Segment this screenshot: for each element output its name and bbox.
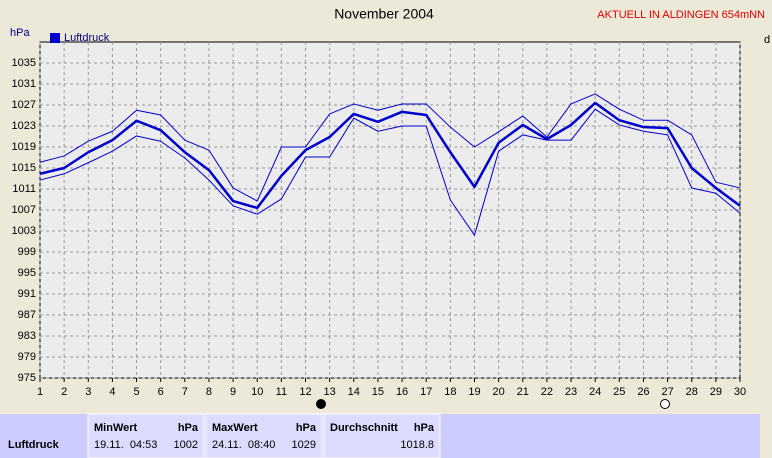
x-tick-label: 5 <box>133 386 139 398</box>
y-axis-label: hPa <box>10 27 30 39</box>
y-tick-label: 1011 <box>12 183 36 195</box>
new-moon-icon <box>316 399 326 409</box>
right-axis-label: d <box>764 34 770 46</box>
x-tick-label: 25 <box>613 386 625 398</box>
x-tick-label: 19 <box>468 386 480 398</box>
y-tick-label: 1003 <box>12 225 36 237</box>
y-tick-label: 1035 <box>12 57 36 69</box>
y-tick-label: 1015 <box>12 162 36 174</box>
y-tick-label: 979 <box>18 351 36 363</box>
x-tick-label: 24 <box>589 386 601 398</box>
series-line <box>39 93 741 202</box>
x-tick-label: 8 <box>206 386 212 398</box>
y-tick-label: 1019 <box>12 141 36 153</box>
table-cell-text: 19.11. 04:53 <box>94 439 157 451</box>
y-tick-label: 987 <box>18 309 36 321</box>
table-header: hPa <box>414 422 435 434</box>
y-tick-label: 995 <box>18 267 36 279</box>
full-moon-icon <box>660 399 670 409</box>
x-tick-label: 9 <box>230 386 236 398</box>
y-tick-label: 1007 <box>12 204 36 216</box>
table-cell-text: 1002 <box>174 439 198 451</box>
x-tick-label: 1 <box>37 386 43 398</box>
y-tick-label: 975 <box>18 372 36 384</box>
x-tick-label: 27 <box>661 386 673 398</box>
x-tick-label: 14 <box>348 386 360 398</box>
row-label: Luftdruck <box>8 439 60 451</box>
x-tick-label: 10 <box>251 386 263 398</box>
x-tick-label: 7 <box>182 386 188 398</box>
x-tick-label: 29 <box>710 386 722 398</box>
table-cell-text: 24.11. 08:40 <box>212 439 275 451</box>
legend-swatch <box>50 33 60 43</box>
table-cell <box>87 413 205 458</box>
station-note: AKTUELL IN ALDINGEN 654mNN <box>597 9 765 21</box>
x-tick-label: 30 <box>734 386 746 398</box>
series-line <box>39 101 741 210</box>
y-tick-label: 1023 <box>12 120 36 132</box>
x-tick-label: 16 <box>396 386 408 398</box>
x-tick-label: 4 <box>109 386 115 398</box>
x-tick-label: 17 <box>420 386 432 398</box>
y-tick-label: 999 <box>18 246 36 258</box>
x-tick-label: 20 <box>492 386 504 398</box>
x-tick-label: 3 <box>85 386 91 398</box>
x-tick-label: 15 <box>372 386 384 398</box>
stats-table: MinWert hPa MaxWert hPa Durchschnitt hPa… <box>0 413 760 458</box>
y-tick-label: 991 <box>18 288 36 300</box>
x-tick-label: 11 <box>276 386 287 398</box>
x-tick-label: 13 <box>324 386 336 398</box>
table-cell <box>205 413 323 458</box>
y-tick-label: 983 <box>18 330 36 342</box>
series-line <box>39 108 741 236</box>
x-tick-label: 23 <box>565 386 577 398</box>
chart-title: November 2004 <box>334 6 434 22</box>
table-header: hPa <box>296 422 317 434</box>
table-cell-text: 1018.8 <box>400 439 434 451</box>
x-tick-label: 6 <box>158 386 164 398</box>
x-tick-label: 12 <box>299 386 311 398</box>
legend-label: Luftdruck <box>64 32 110 44</box>
table-cell <box>323 413 441 458</box>
table-header: Durchschnitt <box>330 422 398 434</box>
table-header: hPa <box>178 422 199 434</box>
x-tick-label: 26 <box>637 386 649 398</box>
x-tick-label: 21 <box>517 386 529 398</box>
x-tick-label: 28 <box>686 386 698 398</box>
x-tick-label: 18 <box>444 386 456 398</box>
table-cell-text: 1029 <box>292 439 316 451</box>
y-tick-label: 1031 <box>12 78 36 90</box>
table-header: MaxWert <box>212 422 258 434</box>
x-tick-label: 22 <box>541 386 553 398</box>
table-header: MinWert <box>94 422 138 434</box>
y-tick-label: 1027 <box>12 99 36 111</box>
x-tick-label: 2 <box>61 386 67 398</box>
